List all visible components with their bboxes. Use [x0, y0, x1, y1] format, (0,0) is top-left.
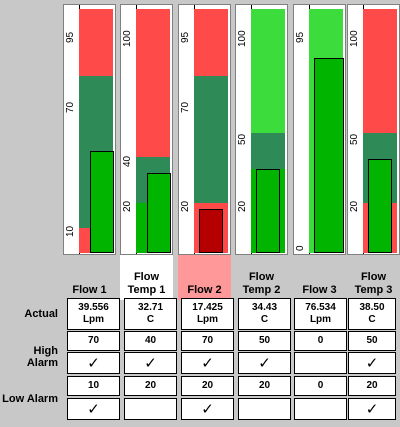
gauge-scale: 95 70 20 — [179, 5, 195, 254]
scale-tick: 70 — [180, 101, 191, 113]
high-alarm-checkbox[interactable]: ✓ — [348, 352, 396, 374]
actual-cell-flow-2: 17.425 Lpm — [181, 298, 234, 330]
high-alarm-checkbox[interactable] — [294, 352, 347, 374]
actual-unit: Lpm — [82, 314, 105, 325]
actual-cell-flow-temp-3: 38.50 C — [348, 298, 396, 330]
low-alarm-checkbox[interactable] — [238, 398, 291, 420]
row-label-actual: Actual — [24, 308, 58, 320]
level-bar — [199, 209, 223, 253]
low-alarm-input[interactable]: 20 — [348, 376, 396, 396]
actual-value: 32.71 — [137, 302, 164, 313]
level-bar — [368, 159, 392, 253]
high-alarm-zone — [136, 9, 170, 157]
actual-unit: C — [146, 314, 155, 325]
column-header-flow-1: Flow 1 — [72, 284, 107, 296]
column-headers: Flow 1 Flow Temp 1 Flow 2 Flow Temp 2 Fl… — [62, 255, 400, 300]
scale-tick: 20 — [180, 200, 191, 212]
low-alarm-input[interactable]: 10 — [67, 376, 120, 396]
low-alarm-checkbox[interactable]: ✓ — [67, 398, 120, 420]
high-alarm-input[interactable]: 70 — [181, 331, 234, 351]
actual-value: 34.43 — [251, 302, 278, 313]
gauge-flow-temp-1: 100 40 20 — [120, 4, 173, 255]
normal-zone — [251, 133, 285, 169]
scale-tick: 20 — [237, 200, 248, 212]
gauge-scale: 100 50 20 — [236, 5, 252, 254]
gauge-flow-temp-3: 100 50 20 — [347, 4, 400, 255]
scale-tick: 100 — [349, 30, 360, 47]
low-alarm-input[interactable]: 20 — [238, 376, 291, 396]
actual-unit: Lpm — [196, 314, 219, 325]
scale-tick: 50 — [237, 133, 248, 145]
level-bar — [256, 169, 280, 253]
low-alarm-checkbox[interactable] — [294, 398, 347, 420]
actual-cell-flow-temp-1: 32.71 C — [124, 298, 177, 330]
scale-tick: 40 — [122, 155, 133, 167]
high-alarm-input[interactable]: 50 — [348, 331, 396, 351]
row-label-low-alarm: Low Alarm — [2, 393, 58, 405]
actual-unit: C — [368, 314, 376, 325]
scale-tick: 0 — [295, 245, 306, 251]
gauge-scale: 95 0 — [294, 5, 310, 254]
column-header-flow-temp-1: Flow Temp 1 — [120, 255, 173, 300]
high-alarm-zone — [251, 9, 285, 133]
gauge-flow-2: 95 70 20 — [178, 4, 231, 255]
actual-value: 38.50 — [359, 302, 385, 313]
high-alarm-zone — [363, 9, 397, 133]
gauge-area: 95 70 10 100 40 20 95 70 20 — [62, 4, 400, 255]
high-alarm-zone — [79, 9, 113, 76]
low-alarm-checkbox[interactable]: ✓ — [181, 398, 234, 420]
high-alarm-checkbox[interactable]: ✓ — [124, 352, 177, 374]
scale-tick: 20 — [122, 200, 133, 212]
actual-cell-flow-temp-2: 34.43 C — [238, 298, 291, 330]
scale-tick: 95 — [295, 31, 306, 43]
column-header-flow-temp-2: Flow Temp 2 — [242, 271, 281, 296]
gauge-flow-1: 95 70 10 — [63, 4, 116, 255]
low-alarm-checkbox[interactable]: ✓ — [348, 398, 396, 420]
high-alarm-checkbox[interactable]: ✓ — [67, 352, 120, 374]
gauge-flow-temp-2: 100 50 20 — [235, 4, 288, 255]
high-alarm-input[interactable]: 40 — [124, 331, 177, 351]
gauge-scale: 100 40 20 — [121, 5, 137, 254]
high-alarm-input[interactable]: 0 — [294, 331, 347, 351]
high-alarm-checkbox[interactable]: ✓ — [181, 352, 234, 374]
column-header-flow-3: Flow 3 — [302, 284, 337, 296]
row-label-high-alarm: High Alarm — [26, 345, 58, 369]
level-bar — [90, 151, 114, 253]
actual-cell-flow-3: 76.534 Lpm — [294, 298, 347, 330]
actual-value: 39.556 — [78, 302, 109, 313]
scale-tick: 95 — [180, 31, 191, 43]
gauge-flow-3: 95 0 — [293, 4, 346, 255]
actual-value: 17.425 — [192, 302, 223, 313]
high-alarm-input[interactable]: 70 — [67, 331, 120, 351]
scale-tick: 95 — [65, 31, 76, 43]
column-header-flow-temp-3: Flow Temp 3 — [354, 271, 393, 296]
actual-unit: Lpm — [309, 314, 332, 325]
low-alarm-input[interactable]: 0 — [294, 376, 347, 396]
level-bar — [147, 173, 171, 253]
scale-tick: 10 — [65, 225, 76, 237]
high-alarm-input[interactable]: 50 — [238, 331, 291, 351]
gauge-scale: 95 70 10 — [64, 5, 80, 254]
low-alarm-input[interactable]: 20 — [124, 376, 177, 396]
level-bar — [314, 58, 344, 253]
normal-zone — [194, 76, 228, 203]
actual-cell-flow-1: 39.556 Lpm — [67, 298, 120, 330]
high-alarm-zone — [194, 9, 228, 76]
scale-tick: 100 — [237, 30, 248, 47]
high-alarm-checkbox[interactable]: ✓ — [238, 352, 291, 374]
scale-tick: 100 — [122, 30, 133, 47]
scale-tick: 20 — [349, 200, 360, 212]
low-alarm-input[interactable]: 20 — [181, 376, 234, 396]
low-alarm-checkbox[interactable] — [124, 398, 177, 420]
scale-tick: 70 — [65, 101, 76, 113]
scale-tick: 50 — [349, 133, 360, 145]
actual-value: 76.534 — [305, 302, 336, 313]
column-header-flow-2: Flow 2 — [178, 255, 231, 300]
gauge-scale: 100 50 20 — [348, 5, 364, 254]
actual-unit: C — [260, 314, 269, 325]
